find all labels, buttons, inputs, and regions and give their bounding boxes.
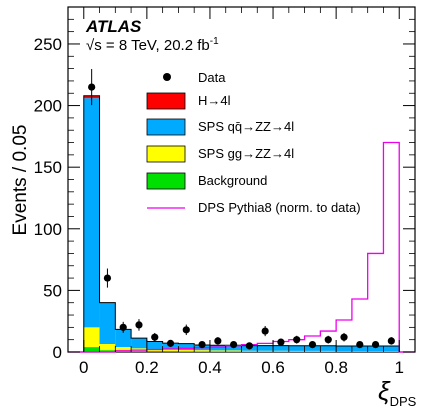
x-axis-label: ξDPS bbox=[378, 376, 417, 409]
data-point bbox=[387, 337, 395, 345]
bar-sps-gg-zz-4l bbox=[178, 350, 195, 352]
bar-sps-qq-zz-4l bbox=[288, 345, 305, 351]
energy-label-sup: -1 bbox=[210, 36, 219, 47]
bar-sps-qq-zz-4l bbox=[209, 345, 226, 351]
data-point bbox=[135, 321, 143, 329]
x-tick-label: 0 bbox=[79, 358, 88, 377]
legend-dps-label: DPS Pythia8 (norm. to data) bbox=[198, 200, 361, 215]
bar-background bbox=[99, 350, 116, 352]
data-point bbox=[230, 341, 238, 349]
y-tick-label: 200 bbox=[34, 97, 62, 116]
bar-sps-gg-zz-4l bbox=[162, 349, 179, 352]
data-point bbox=[356, 341, 364, 349]
legend-data-label: Data bbox=[198, 70, 226, 85]
legend-sps-qq-label: SPS qq̄→ZZ→4l bbox=[198, 119, 294, 134]
bar-background bbox=[178, 351, 195, 352]
bar-sps-gg-zz-4l bbox=[225, 350, 242, 352]
bar-background bbox=[83, 347, 100, 352]
bar-sps-qq-zz-4l bbox=[178, 343, 195, 351]
data-point bbox=[371, 341, 380, 349]
bar-sps-qq-zz-4l bbox=[304, 345, 321, 351]
data-point bbox=[103, 274, 112, 282]
bar-background bbox=[209, 351, 226, 352]
data-point bbox=[166, 339, 175, 347]
bar-sps-gg-zz-4l bbox=[320, 350, 337, 352]
axes: 0 50 100 150 200 250 0 0.2 0.4 0.6 0.8 1 bbox=[34, 7, 416, 377]
x-axis-label-main: ξ bbox=[378, 376, 391, 406]
legend-background-label: Background bbox=[198, 173, 267, 188]
bar-sps-qq-zz-4l bbox=[257, 345, 274, 351]
legend-sps-gg-label: SPS gg→ZZ→4l bbox=[198, 146, 294, 161]
bar-sps-qq-zz-4l bbox=[367, 346, 384, 352]
bar-sps-qq-zz-4l bbox=[146, 341, 163, 350]
data-point bbox=[151, 333, 159, 341]
data-point bbox=[340, 333, 348, 341]
data-point bbox=[214, 337, 222, 345]
x-tick-label: 1 bbox=[394, 358, 403, 377]
legend-sps-gg-swatch bbox=[146, 145, 186, 163]
legend-higgs-label: H→4l bbox=[198, 93, 231, 108]
x-tick-label: 0.8 bbox=[324, 358, 348, 377]
data-point bbox=[261, 327, 269, 335]
legend-data-marker bbox=[163, 73, 171, 81]
data-point bbox=[119, 323, 127, 331]
legend-higgs-swatch bbox=[146, 92, 186, 110]
bar-background bbox=[194, 351, 210, 352]
bar-sps-gg-zz-4l bbox=[241, 350, 258, 352]
bar-sps-gg-zz-4l bbox=[115, 347, 132, 351]
bar-sps-gg-zz-4l bbox=[209, 350, 226, 352]
bar-sps-qq-zz-4l bbox=[336, 346, 352, 352]
y-tick-label: 150 bbox=[34, 158, 62, 177]
bar-sps-qq-zz-4l bbox=[320, 345, 337, 351]
bar-sps-gg-zz-4l bbox=[288, 350, 305, 352]
bar-sps-qq-zz-4l bbox=[99, 303, 116, 344]
y-tick-label: 0 bbox=[53, 343, 62, 362]
x-tick-label: 0.2 bbox=[135, 358, 159, 377]
bar-sps-gg-zz-4l bbox=[273, 350, 289, 352]
data-point bbox=[88, 83, 96, 91]
energy-label: √s = 8 TeV, 20.2 fb-1 bbox=[86, 36, 219, 54]
bar-sps-qq-zz-4l bbox=[131, 338, 147, 349]
energy-label-main: √s = 8 TeV, 20.2 fb bbox=[86, 37, 210, 54]
bar-background bbox=[146, 351, 163, 352]
legend-background-swatch bbox=[146, 172, 186, 190]
bar-background bbox=[131, 350, 147, 352]
bar-sps-qq-zz-4l bbox=[273, 345, 289, 351]
bar-sps-qq-zz-4l bbox=[115, 329, 132, 348]
y-tick-label: 100 bbox=[34, 220, 62, 239]
data-point bbox=[324, 336, 332, 344]
x-tick-label: 0.4 bbox=[198, 358, 222, 377]
data-point bbox=[308, 341, 317, 349]
data-point bbox=[245, 342, 253, 350]
bar-sps-gg-zz-4l bbox=[257, 350, 274, 352]
legend-sps-qq-swatch bbox=[146, 118, 186, 136]
bar-sps-qq-zz-4l bbox=[351, 346, 368, 352]
bar-sps-qq-zz-4l bbox=[383, 346, 400, 352]
bar-sps-gg-zz-4l bbox=[304, 350, 321, 352]
data-points-layer bbox=[88, 69, 395, 350]
x-tick-label: 0.6 bbox=[261, 358, 285, 377]
y-tick-label: 250 bbox=[34, 35, 62, 54]
data-point bbox=[182, 326, 190, 334]
bar-sps-gg-zz-4l bbox=[99, 343, 116, 351]
data-point bbox=[293, 336, 301, 344]
legend: Data H→4l SPS qq̄→ZZ→4l SPS gg→ZZ→4l Bac… bbox=[146, 70, 361, 215]
data-point bbox=[198, 341, 206, 349]
y-tick-label: 50 bbox=[43, 281, 62, 300]
bar-sps-gg-zz-4l bbox=[83, 327, 100, 348]
atlas-label: ATLAS bbox=[85, 17, 142, 36]
y-axis-label: Events / 0.05 bbox=[10, 125, 31, 236]
bar-background bbox=[162, 351, 179, 352]
bar-sps-qq-zz-4l bbox=[83, 98, 100, 328]
x-axis-label-sub: DPS bbox=[390, 394, 417, 409]
bar-background bbox=[225, 351, 242, 352]
data-point bbox=[277, 338, 285, 346]
bar-sps-gg-zz-4l bbox=[194, 350, 210, 352]
